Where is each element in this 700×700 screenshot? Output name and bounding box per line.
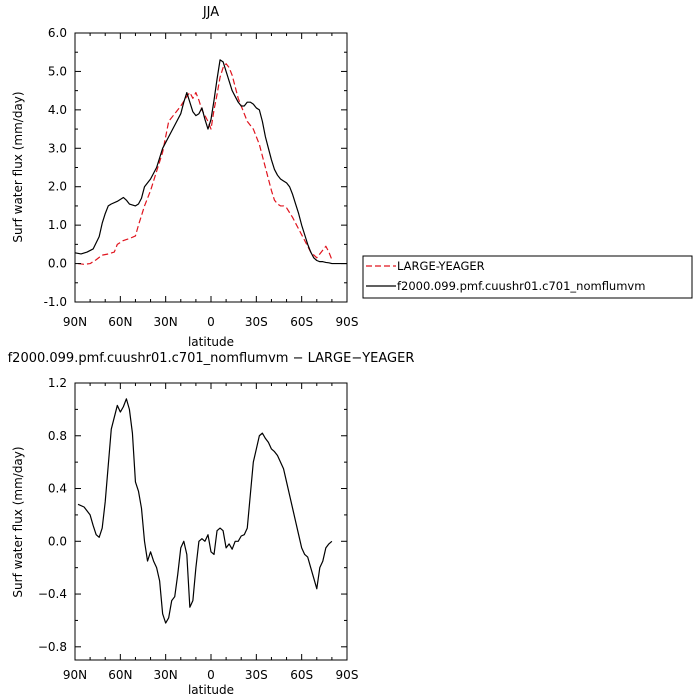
top-y-tick-label: 6.0 (48, 26, 67, 40)
top-series-layer (74, 59, 347, 265)
top-series-line-0 (77, 63, 333, 265)
bottom-y-tick-label: 0.8 (48, 429, 67, 443)
top-y-tick-label: 1.0 (48, 218, 67, 232)
top-y-tick-label: -1.0 (44, 295, 67, 309)
bottom-x-tick-label: 60S (290, 668, 313, 682)
top-x-tick-label: 0 (207, 315, 215, 329)
bottom-y-tick-label: −0.4 (38, 587, 67, 601)
top-x-tick-label: 30S (245, 315, 268, 329)
top-x-tick-label: 30N (154, 315, 178, 329)
top-y-tick-label: 0.0 (48, 257, 67, 271)
bottom-x-tick-label: 90S (336, 668, 359, 682)
top-panel: JJA 90N 60N 30N 0 30S 60S 90S -1.0 0.0 1.0 2.0 3.0… (11, 5, 358, 349)
top-x-tick-label: 60N (108, 315, 132, 329)
top-y-axis: -1.0 0.0 1.0 2.0 3.0 4.0 5.0 6.0 (44, 26, 347, 309)
top-y-tick-label: 2.0 (48, 180, 67, 194)
top-x-tick-label: 90S (336, 315, 359, 329)
top-y-tick-label: 4.0 (48, 103, 67, 117)
bottom-y-axis: −0.8 −0.4 0.0 0.4 0.8 1.2 (38, 376, 347, 654)
legend: LARGE-YEAGER f2000.099.pmf.cuushr01.c701… (362, 255, 693, 299)
bottom-panel: f2000.099.pmf.cuushr01.c701_nomflumvm − … (8, 351, 415, 697)
top-x-axis-label: latitude (188, 335, 234, 349)
bottom-x-tick-label: 30S (245, 668, 268, 682)
bottom-y-tick-label: 1.2 (48, 376, 67, 390)
bottom-x-axis-label: latitude (188, 683, 234, 697)
top-panel-title: JJA (202, 5, 219, 20)
top-x-tick-label: 60S (290, 315, 313, 329)
bottom-series-layer (77, 398, 333, 624)
top-series-line-1 (74, 59, 347, 265)
top-y-tick-label: 3.0 (48, 141, 67, 155)
bottom-x-tick-label: 30N (154, 668, 178, 682)
bottom-x-tick-label: 60N (108, 668, 132, 682)
bottom-x-tick-label: 0 (207, 668, 215, 682)
top-y-tick-label: 5.0 (48, 64, 67, 78)
bottom-series-line-0 (77, 398, 333, 624)
bottom-x-tick-label: 90N (63, 668, 87, 682)
top-x-axis: 90N 60N 30N 0 30S 60S 90S (63, 33, 359, 329)
bottom-panel-title: f2000.099.pmf.cuushr01.c701_nomflumvm − … (8, 351, 415, 366)
legend-label-large-yeager: LARGE-YEAGER (397, 259, 485, 273)
bottom-y-tick-label: 0.0 (48, 534, 67, 548)
bottom-y-axis-label: Surf water flux (mm/day) (11, 446, 25, 597)
bottom-y-tick-label: 0.4 (48, 482, 67, 496)
legend-label-f2000: f2000.099.pmf.cuushr01.c701_nomflumvm (397, 279, 645, 293)
bottom-x-axis: 90N 60N 30N 0 30S 60S 90S (63, 383, 359, 682)
bottom-y-tick-label: −0.8 (38, 640, 67, 654)
legend-box (362, 255, 693, 299)
top-y-axis-label: Surf water flux (mm/day) (11, 91, 25, 242)
top-x-tick-label: 90N (63, 315, 87, 329)
